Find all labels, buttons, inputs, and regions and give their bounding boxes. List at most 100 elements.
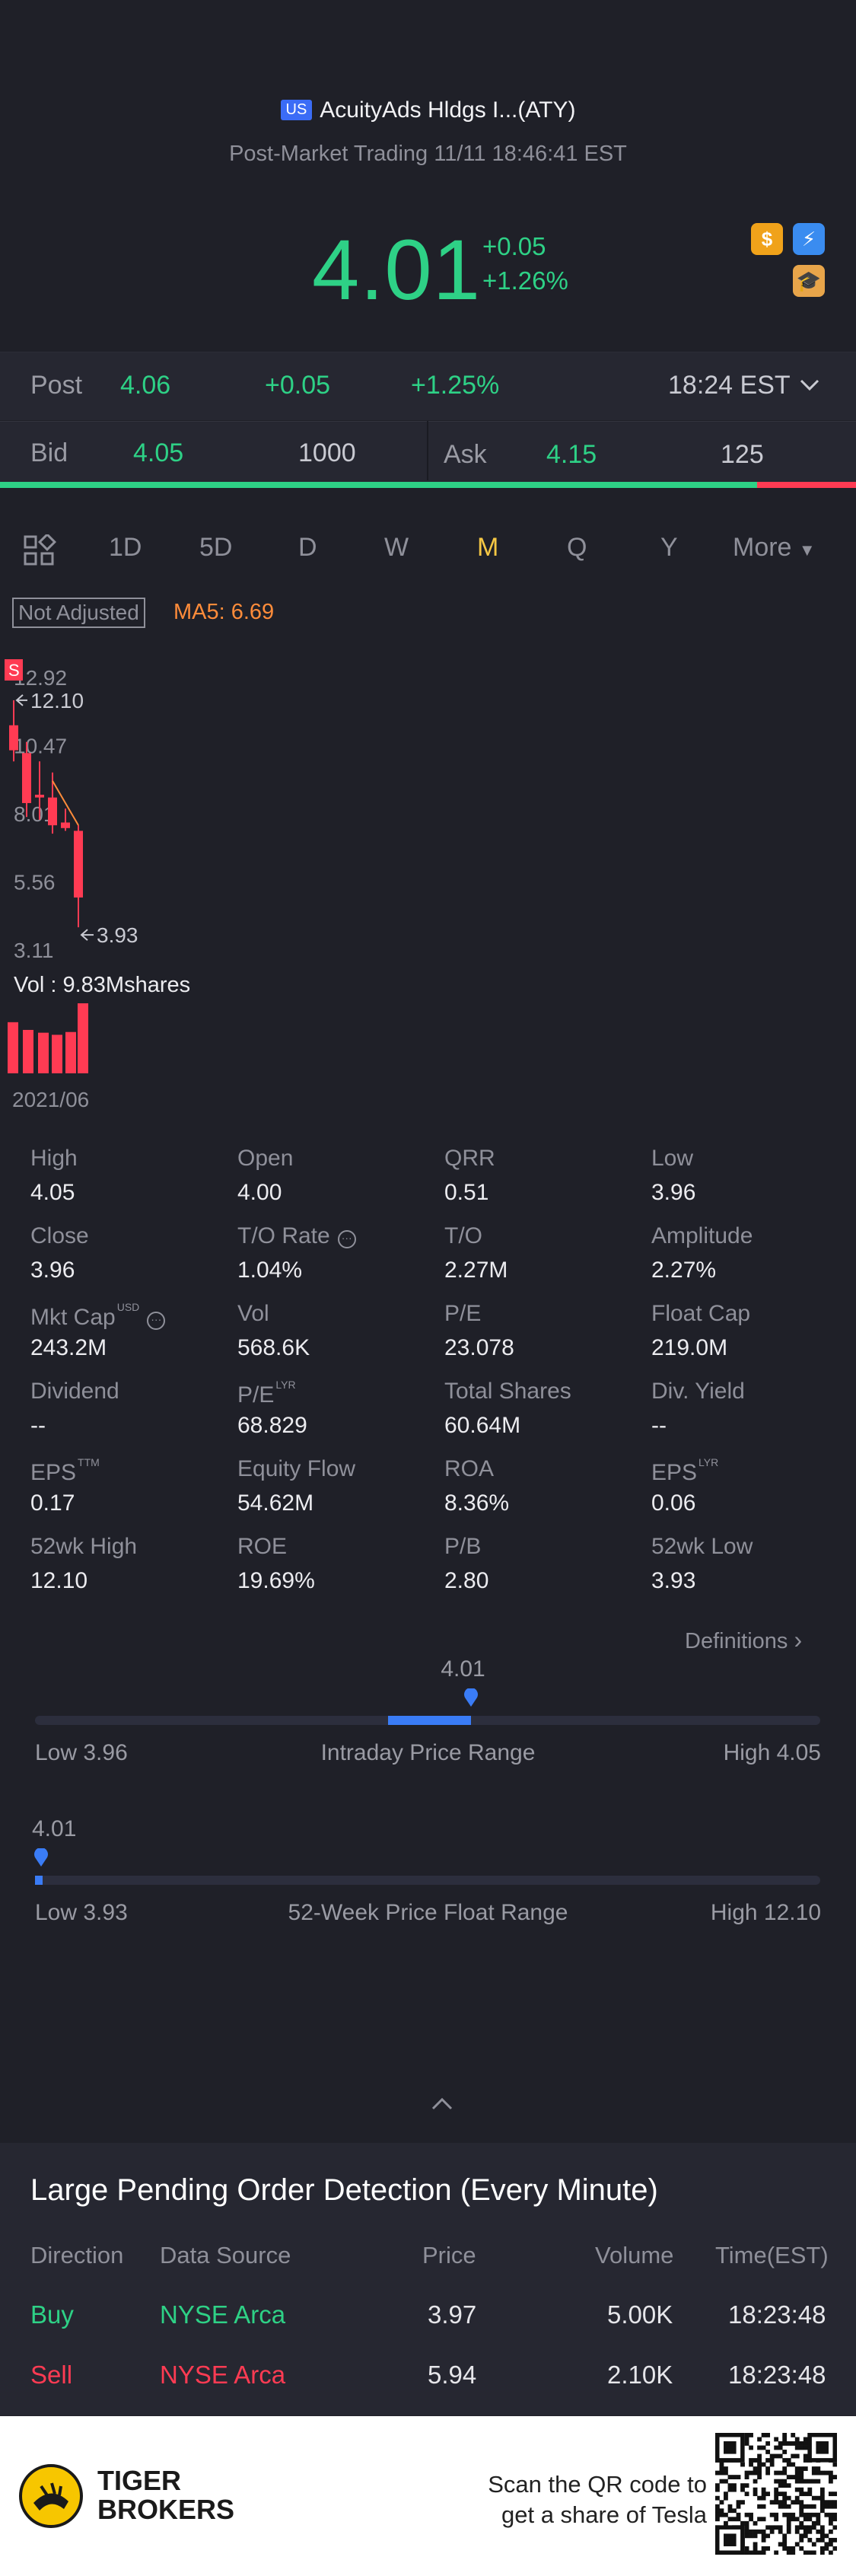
stat-label-text: Low bbox=[651, 1146, 694, 1171]
stat-value: 4.00 bbox=[237, 1180, 282, 1205]
stat-label: P/B bbox=[444, 1534, 481, 1560]
post-label: Post bbox=[30, 371, 83, 400]
tab-y[interactable]: Y bbox=[660, 533, 678, 562]
tab-more[interactable]: More ▼ bbox=[733, 533, 816, 563]
ask-label: Ask bbox=[444, 440, 487, 469]
scan-line-1: Scan the QR code to bbox=[488, 2471, 707, 2498]
candle bbox=[74, 825, 83, 928]
x-axis-date-label: 2021/06 bbox=[12, 1088, 89, 1111]
stat-label-text: P/B bbox=[444, 1534, 482, 1559]
arrow-left-icon bbox=[15, 694, 27, 706]
stat-value: 219.0M bbox=[651, 1335, 728, 1360]
scan-line-2: get a share of Tesla bbox=[501, 2501, 707, 2528]
graduation-cap-icon[interactable]: 🎓 bbox=[793, 265, 825, 297]
candle-body bbox=[48, 797, 57, 826]
order-direction: Buy bbox=[30, 2300, 74, 2329]
quote-header: US AcuityAds Hldgs I...(ATY) Post-Market … bbox=[0, 0, 856, 346]
stat-label-text: P/E bbox=[444, 1301, 482, 1326]
stat-label: T/O Rate ··· bbox=[237, 1223, 356, 1249]
header-direction: Direction bbox=[30, 2242, 124, 2268]
order-time: 18:23:48 bbox=[728, 2361, 826, 2389]
stat-value: 3.93 bbox=[651, 1568, 696, 1593]
stat-label: Dividend bbox=[30, 1379, 119, 1404]
header-price: Price bbox=[422, 2242, 476, 2268]
stat-value: 2.80 bbox=[444, 1568, 489, 1593]
ask-size: 125 bbox=[721, 440, 764, 469]
tab-w[interactable]: W bbox=[384, 533, 409, 562]
stat-value: 60.64M bbox=[444, 1413, 521, 1438]
brand-line-1: TIGER bbox=[97, 2465, 182, 2496]
price-change: +0.05 bbox=[482, 232, 546, 260]
volume-bar bbox=[8, 1022, 18, 1073]
dollar-coin-icon[interactable]: $ bbox=[751, 223, 783, 255]
stat-label: Open bbox=[237, 1146, 293, 1172]
stat-label-text: T/O bbox=[444, 1223, 482, 1248]
tiger-logo-icon bbox=[19, 2464, 83, 2528]
stat-label: Vol bbox=[237, 1301, 269, 1327]
stat-value: 19.69% bbox=[237, 1568, 315, 1593]
ask-price: 4.15 bbox=[546, 440, 597, 469]
orders-title: Large Pending Order Detection (Every Min… bbox=[30, 2173, 658, 2207]
stat-value: 2.27M bbox=[444, 1258, 508, 1283]
s-marker[interactable]: S bbox=[5, 659, 23, 681]
stat-label: ROA bbox=[444, 1456, 494, 1482]
stat-value: 0.06 bbox=[651, 1490, 696, 1516]
adjustment-toggle[interactable]: Not Adjusted bbox=[12, 598, 145, 628]
stat-label-text: 52wk High bbox=[30, 1534, 138, 1559]
stat-superscript: LYR bbox=[698, 1456, 719, 1468]
candle bbox=[9, 700, 18, 762]
promo-footer: TIGER BROKERS Scan the QR code to get a … bbox=[0, 2416, 856, 2576]
chevron-down-icon[interactable] bbox=[799, 378, 820, 392]
order-volume: 2.10K bbox=[607, 2361, 673, 2389]
stock-name: AcuityAds Hldgs I...(ATY) bbox=[320, 97, 576, 123]
triangle-down-icon: ▼ bbox=[798, 540, 816, 560]
post-time[interactable]: 18:24 EST bbox=[668, 371, 791, 400]
layout-grid-icon[interactable] bbox=[23, 534, 56, 568]
tab-q[interactable]: Q bbox=[567, 533, 587, 562]
stat-value: 3.96 bbox=[651, 1180, 696, 1205]
stat-label-text: ROA bbox=[444, 1456, 495, 1481]
volume-bar bbox=[52, 1035, 62, 1073]
market-status: Post-Market Trading 11/11 18:46:41 EST bbox=[229, 142, 627, 166]
tab-5d[interactable]: 5D bbox=[199, 533, 233, 562]
candles bbox=[9, 700, 83, 928]
definitions-link[interactable]: Definitions › bbox=[685, 1626, 802, 1654]
header-volume: Volume bbox=[595, 2242, 674, 2268]
brand-line-2: BROKERS bbox=[97, 2494, 235, 2525]
bid-ask-divider bbox=[427, 421, 428, 480]
y-tick-label: 3.11 bbox=[14, 939, 53, 962]
header-time: Time(EST) bbox=[715, 2242, 829, 2268]
week52-fill bbox=[35, 1876, 43, 1885]
lightning-icon[interactable]: ⚡ bbox=[793, 223, 825, 255]
tab-1d[interactable]: 1D bbox=[109, 533, 142, 562]
intraday-high-label: High 4.05 bbox=[723, 1740, 821, 1765]
definitions-label: Definitions bbox=[685, 1629, 788, 1653]
stat-value: 0.51 bbox=[444, 1180, 489, 1205]
week52-title: 52-Week Price Float Range bbox=[288, 1900, 568, 1925]
ma5-label: MA5: 6.69 bbox=[173, 600, 275, 624]
candle-body bbox=[22, 753, 31, 803]
chevron-up-icon[interactable] bbox=[428, 2095, 456, 2113]
week52-pin-icon bbox=[34, 1848, 48, 1867]
tab-m[interactable]: M bbox=[477, 533, 499, 562]
stock-title[interactable]: US AcuityAds Hldgs I...(ATY) bbox=[0, 97, 856, 123]
candle bbox=[35, 761, 44, 820]
more-label: More bbox=[733, 533, 792, 562]
stat-label: Amplitude bbox=[651, 1223, 753, 1249]
stat-label: Div. Yield bbox=[651, 1379, 745, 1404]
post-change: +0.05 bbox=[265, 371, 331, 400]
price-markers: 12.10 3.93 bbox=[15, 689, 138, 947]
info-icon[interactable]: ··· bbox=[147, 1312, 166, 1330]
stat-value: -- bbox=[651, 1413, 667, 1438]
stat-value: 568.6K bbox=[237, 1335, 310, 1360]
info-icon[interactable]: ··· bbox=[337, 1230, 356, 1248]
tab-d[interactable]: D bbox=[298, 533, 317, 562]
qr-code-icon[interactable] bbox=[715, 2433, 837, 2555]
order-time: 18:23:48 bbox=[728, 2300, 826, 2329]
stat-label: P/E LYR bbox=[237, 1379, 296, 1408]
stat-label: Total Shares bbox=[444, 1379, 571, 1404]
market-flag: US bbox=[280, 100, 313, 120]
candle-body bbox=[61, 822, 70, 828]
stat-value: 8.36% bbox=[444, 1490, 510, 1516]
